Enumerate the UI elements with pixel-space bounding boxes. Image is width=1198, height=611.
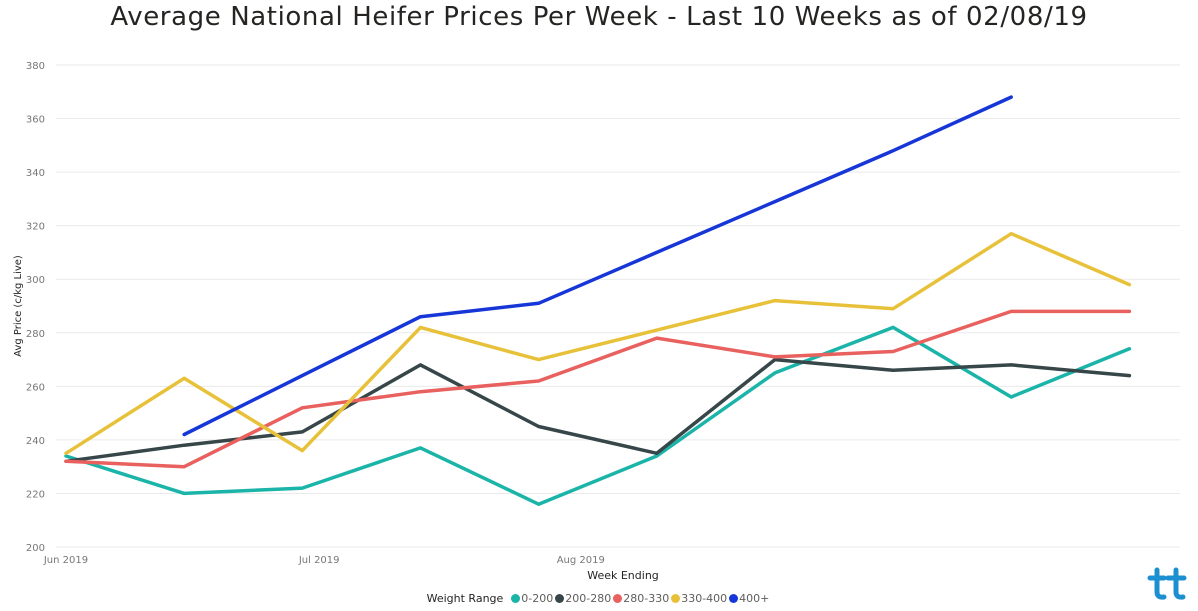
data-point <box>418 446 422 450</box>
data-point <box>182 491 186 495</box>
legend-label: 0-200 <box>521 592 554 605</box>
data-point <box>182 433 186 437</box>
legend-item[interactable]: 0-200 <box>511 592 553 605</box>
y-tick-label: 380 <box>26 61 45 72</box>
series-330-400 <box>64 231 1132 456</box>
data-point <box>655 336 659 340</box>
x-tick-label: Jun 2019 <box>43 555 88 566</box>
data-point <box>655 250 659 254</box>
data-point <box>773 355 777 359</box>
data-point <box>891 149 895 153</box>
data-point <box>418 363 422 367</box>
data-point <box>773 371 777 375</box>
legend-dot <box>511 594 521 603</box>
data-point <box>655 328 659 332</box>
y-axis-ticks: 200 220 240 260 280 300 320 340 360 380 <box>26 61 45 554</box>
data-point <box>537 301 541 305</box>
data-point <box>773 358 777 362</box>
legend-title: Weight Range <box>426 592 504 605</box>
data-point <box>182 465 186 469</box>
data-point <box>891 350 895 354</box>
legend-label: 330-400 <box>681 592 728 605</box>
legend-dot <box>671 594 681 603</box>
y-tick-label: 220 <box>26 489 45 500</box>
data-point <box>773 200 777 204</box>
data-point <box>300 374 304 378</box>
legend-label: 200-280 <box>565 592 612 605</box>
data-point <box>418 390 422 394</box>
legend-item[interactable]: 400+ <box>729 592 769 605</box>
data-point <box>1127 374 1131 378</box>
series-400+ <box>182 95 1013 437</box>
data-point <box>537 358 541 362</box>
data-point <box>1009 395 1013 399</box>
data-point <box>891 368 895 372</box>
y-tick-label: 200 <box>26 543 45 554</box>
x-tick-label: Aug 2019 <box>557 555 605 566</box>
data-point <box>182 376 186 380</box>
data-point <box>537 502 541 506</box>
data-point <box>537 425 541 428</box>
data-point <box>1127 283 1131 287</box>
data-point <box>182 443 186 447</box>
data-point <box>418 325 422 329</box>
y-axis-label: Avg Price (c/kg Live) <box>13 255 24 357</box>
legend-dot <box>555 594 565 603</box>
data-point <box>1127 347 1131 351</box>
x-axis-label: Week Ending <box>587 569 659 582</box>
x-axis-ticks: Jun 2019 Jul 2019 Aug 2019 <box>43 555 605 566</box>
legend-items: 0-200 200-280 280-330 330-400 400+ <box>511 592 771 605</box>
y-tick-label: 300 <box>26 275 45 286</box>
data-point <box>773 299 777 303</box>
series-line <box>182 95 1013 437</box>
x-tick-label: Jul 2019 <box>298 555 340 566</box>
gridlines <box>56 64 1180 548</box>
data-point <box>655 451 659 455</box>
data-point <box>1009 232 1013 236</box>
series-280-330 <box>64 309 1132 469</box>
data-point <box>1009 363 1013 367</box>
series-line <box>64 325 1132 506</box>
data-point <box>655 454 659 458</box>
data-point <box>64 454 68 458</box>
legend-item[interactable]: 280-330 <box>613 592 669 605</box>
chart-title: Average National Heifer Prices Per Week … <box>110 2 1088 32</box>
data-point <box>300 406 304 410</box>
series-line <box>64 231 1132 456</box>
y-tick-label: 340 <box>26 168 45 179</box>
series-line <box>64 309 1132 469</box>
brand-logo-icon <box>1144 566 1190 606</box>
data-point <box>891 325 895 329</box>
data-point <box>537 379 541 383</box>
data-point <box>300 430 304 434</box>
data-point <box>300 486 304 490</box>
data-point <box>891 307 895 311</box>
legend: Weight Range 0-200 200-280 280-330 330-400 40… <box>0 592 1198 605</box>
data-point <box>1009 95 1013 99</box>
y-tick-label: 240 <box>26 436 45 447</box>
legend-dot <box>613 594 623 603</box>
y-tick-label: 280 <box>26 329 45 340</box>
series-lines <box>64 95 1132 506</box>
y-tick-label: 260 <box>26 382 45 393</box>
legend-label: 400+ <box>739 592 770 605</box>
data-point <box>300 449 304 453</box>
data-point <box>418 315 422 319</box>
y-tick-label: 320 <box>26 222 45 233</box>
legend-dot <box>729 594 739 603</box>
y-tick-label: 360 <box>26 115 45 126</box>
legend-item[interactable]: 200-280 <box>555 592 611 605</box>
data-point <box>64 459 68 463</box>
legend-label: 280-330 <box>623 592 670 605</box>
series-0-200 <box>64 325 1132 506</box>
legend-item[interactable]: 330-400 <box>671 592 727 605</box>
data-point <box>1009 309 1013 313</box>
data-point <box>1127 309 1131 313</box>
data-point <box>64 451 68 455</box>
